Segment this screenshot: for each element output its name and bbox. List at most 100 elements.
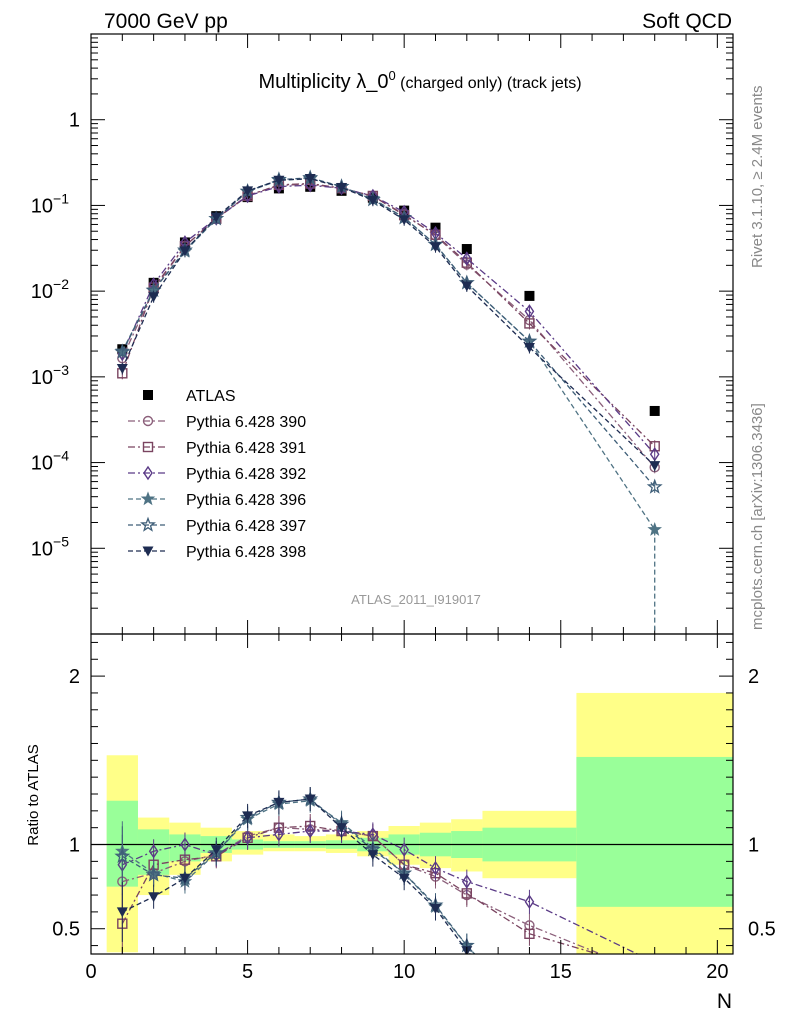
ratio-series-396 <box>115 788 476 954</box>
data-point <box>179 246 191 257</box>
data-point <box>524 290 535 301</box>
main-y-tick-label: 10−1 <box>31 190 69 217</box>
ratio-ticks: 0.5 0.51 12 20 5 10 15 20 <box>52 634 776 983</box>
ratio-point <box>524 928 535 939</box>
data-point <box>646 478 663 494</box>
ratio-point <box>274 827 284 842</box>
ratio-y-axis-label: Ratio to ATLAS <box>25 744 42 845</box>
legend-label: Pythia 6.428 398 <box>186 544 306 561</box>
legend-marker <box>140 491 156 506</box>
legend-label: Pythia 6.428 397 <box>186 518 306 535</box>
ratio-point <box>148 892 160 903</box>
ratio-point <box>273 797 285 808</box>
x-tick-label: 5 <box>242 961 253 983</box>
band-green <box>576 756 733 907</box>
mcplots-label: mcplots.cern.ch [arXiv:1306.3436] <box>749 403 766 630</box>
main-y-tick-label: 10−5 <box>31 533 69 560</box>
main-y-tick-label: 1 <box>69 110 80 132</box>
main-ticks: 10−5 10−4 10−3 10−2 10−1 1 <box>31 34 733 635</box>
main-y-tick-label: 10−2 <box>31 276 69 303</box>
ratio-line <box>122 830 639 954</box>
series-atlas <box>117 181 660 416</box>
ratio-point <box>305 823 316 839</box>
ratio-point <box>114 847 131 864</box>
series-line <box>121 182 656 447</box>
data-point <box>649 405 660 416</box>
x-tick-label: 10 <box>393 961 415 983</box>
x-axis-label: N <box>717 990 732 1013</box>
ratio-point <box>430 860 441 876</box>
ratio-panel: 0.5 0.51 12 20 5 10 15 20 <box>52 633 776 983</box>
series-391 <box>117 177 660 453</box>
legend-label: Pythia 6.428 392 <box>186 466 306 483</box>
rivet-label: Rivet 3.1.10, ≥ 2.4M events <box>749 86 766 269</box>
x-tick-label: 20 <box>706 961 728 983</box>
ratio-series-group <box>114 787 639 954</box>
legend-label: Pythia 6.428 391 <box>186 440 306 457</box>
ratio-point <box>524 894 535 910</box>
data-point <box>210 212 222 223</box>
ratio-point <box>242 830 253 846</box>
analysis-watermark: ATLAS_2011_I919017 <box>351 592 481 607</box>
uncertainty-bands <box>106 692 733 954</box>
data-point <box>336 182 348 193</box>
ratio-point <box>179 873 191 884</box>
data-point <box>116 364 128 375</box>
legend-marker <box>142 441 154 453</box>
legend-label: Pythia 6.428 390 <box>186 414 306 431</box>
ratio-y-tick-label-right: 2 <box>748 666 759 688</box>
ratio-point <box>304 794 316 805</box>
data-point <box>649 461 661 472</box>
main-y-tick-label: 10−4 <box>31 448 69 475</box>
series-line <box>121 184 656 455</box>
data-point <box>114 343 131 359</box>
data-point <box>461 244 472 255</box>
ratio-point <box>399 842 410 857</box>
header-left: 7000 GeV pp <box>104 10 228 33</box>
legend-marker <box>143 390 153 400</box>
ratio-line <box>122 827 603 954</box>
ratio-point <box>180 837 190 852</box>
ratio-point <box>148 844 159 859</box>
ratio-series-397 <box>114 787 476 954</box>
x-tick-label: 15 <box>550 961 572 983</box>
data-point <box>523 343 535 354</box>
plot-title: Multiplicity λ_00 (charged only) (track … <box>258 68 581 93</box>
data-point <box>461 251 472 266</box>
legend-marker <box>140 516 156 532</box>
ratio-y-tick-label-right: 1 <box>748 835 759 857</box>
data-point <box>148 292 160 303</box>
data-point <box>461 281 473 292</box>
ratio-point <box>429 904 441 915</box>
data-point <box>273 175 285 186</box>
ratio-point <box>116 907 128 918</box>
data-point <box>367 195 379 206</box>
ratio-y-tick-label: 0.5 <box>52 919 80 941</box>
header-right: Soft QCD <box>642 10 732 33</box>
data-point <box>524 304 535 319</box>
ratio-y-tick-label: 1 <box>69 835 80 857</box>
ratio-series-398 <box>116 787 473 954</box>
ratio-point <box>398 873 410 884</box>
data-point <box>429 242 441 253</box>
ratio-y-tick-label: 2 <box>69 666 80 688</box>
legend-marker <box>143 465 153 481</box>
ratio-point <box>210 845 222 856</box>
main-y-tick-labels: 10−5 10−4 10−3 10−2 10−1 1 <box>31 110 80 561</box>
legend-label: ATLAS <box>186 388 236 405</box>
legend: ATLAS Pythia 6.428 390 Pythia 6.428 391 Pyt… <box>128 388 306 561</box>
data-point <box>398 215 410 226</box>
data-point <box>647 521 662 536</box>
x-tick-label: 0 <box>85 961 96 983</box>
ratio-point <box>461 874 472 889</box>
ratio-y-tick-label-right: 0.5 <box>748 919 776 941</box>
legend-marker <box>142 415 154 427</box>
ratio-frame <box>90 633 734 955</box>
ratio-point <box>242 811 254 822</box>
ratio-point <box>145 866 162 882</box>
ratio-point <box>367 850 379 861</box>
ratio-point <box>336 823 348 834</box>
ratio-line <box>121 825 601 954</box>
legend-label: Pythia 6.428 396 <box>186 492 306 509</box>
